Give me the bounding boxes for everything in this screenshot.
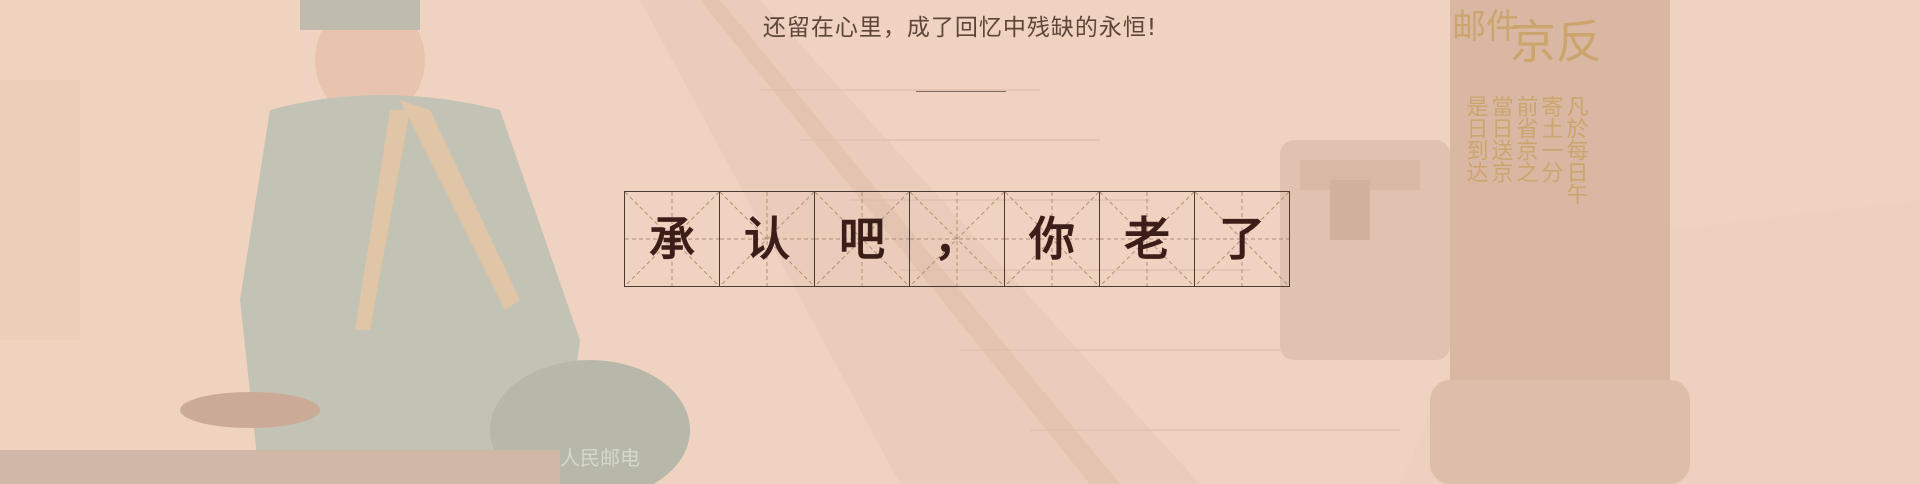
title-char: 你 — [1029, 212, 1075, 266]
grid-guide-lines — [1195, 192, 1289, 286]
mailbag-text: 人民邮电 — [560, 446, 640, 470]
title-char: 老 — [1124, 212, 1170, 266]
title-cell: 吧 — [815, 191, 910, 287]
pillar-text-top-right: 京反 — [1510, 15, 1602, 69]
title-cell: 你 — [1005, 191, 1100, 287]
pillar-text-column-2: 當日送京 — [1488, 95, 1514, 183]
grid-guide-lines — [910, 192, 1004, 286]
title-char: 吧 — [839, 212, 885, 266]
pillar-text-column-4: 寄土一分 — [1538, 95, 1564, 183]
pillar-text-column-1: 是日到达 — [1463, 95, 1489, 183]
title-char: 认 — [744, 212, 790, 266]
grid-guide-lines — [815, 192, 909, 286]
grid-guide-lines — [720, 192, 814, 286]
title-grid: 承 认 吧 ， — [624, 191, 1290, 287]
subtitle: 还留在心里，成了回忆中残缺的永恒! — [762, 15, 1158, 41]
title-cell: ， — [910, 191, 1005, 287]
title-cell: 了 — [1195, 191, 1290, 287]
grid-guide-lines — [1100, 192, 1194, 286]
title-char: ， — [934, 212, 980, 266]
pillar-text-top-left: 邮件 — [1452, 7, 1520, 47]
title-cell: 承 — [625, 191, 720, 287]
title-cell: 认 — [720, 191, 815, 287]
divider-line — [916, 91, 1006, 92]
grid-guide-lines — [625, 192, 719, 286]
pillar-text-column-3: 前省京之 — [1513, 95, 1539, 183]
title-char: 承 — [649, 212, 695, 266]
title-cell: 老 — [1100, 191, 1195, 287]
grid-guide-lines — [1005, 192, 1099, 286]
pillar-text-column-5: 凡於每日午 — [1563, 95, 1589, 205]
title-char: 了 — [1219, 212, 1265, 266]
